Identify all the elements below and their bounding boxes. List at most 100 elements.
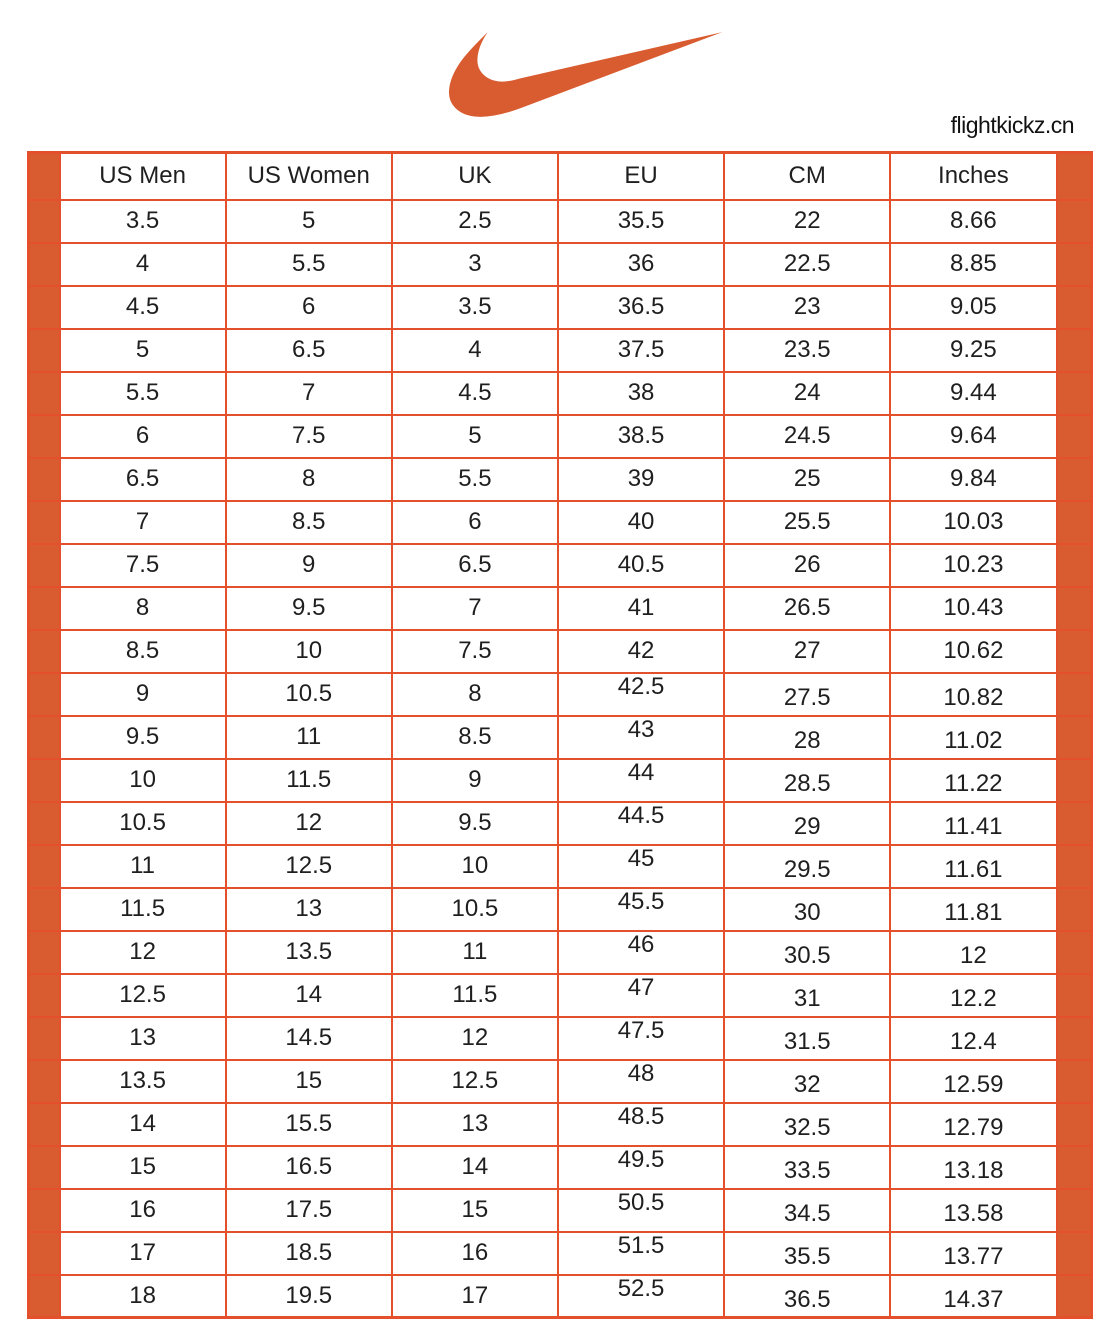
size-cell: 14.5 [224,1015,393,1061]
size-cell: 3 [390,241,559,287]
size-cell: 7.5 [390,628,559,674]
size-cell: 10.82 [889,671,1058,717]
size-cell: 32.5 [723,1101,892,1147]
size-cell: 46 [556,929,726,975]
size-cell: 8.5 [224,499,393,545]
accent-bar-cell [27,1058,61,1104]
accent-bar-cell [27,886,61,932]
accent-bar-cell [27,327,61,373]
accent-bar-cell [1055,1101,1093,1147]
size-cell: 23.5 [723,327,892,373]
size-cell: 49.5 [556,1144,726,1190]
size-cell: 17.5 [224,1187,393,1233]
size-cell: 32 [723,1058,892,1104]
accent-bar-cell [27,1187,61,1233]
size-cell: 16 [390,1230,559,1276]
size-cell: 5 [224,198,393,244]
accent-bar-cell [1055,456,1093,502]
accent-bar-cell [1055,1058,1093,1104]
size-cell: 10.5 [224,671,393,717]
size-cell: 12 [224,800,393,846]
column-header: US Men [58,151,227,201]
size-cell: 9 [58,671,227,717]
size-cell: 26 [723,542,892,588]
accent-bar-cell [1055,151,1093,201]
size-cell: 12.4 [889,1015,1058,1061]
accent-bar-cell [1055,714,1093,760]
size-cell: 28 [723,714,892,760]
size-cell: 8.85 [889,241,1058,287]
size-cell: 6.5 [58,456,227,502]
size-cell: 30.5 [723,929,892,975]
table-row: 7 8.5 6 40 25.5 10.03 [27,499,1093,545]
size-cell: 29.5 [723,843,892,889]
size-cell: 3.5 [390,284,559,330]
size-cell: 7 [58,499,227,545]
size-cell: 10.23 [889,542,1058,588]
size-cell: 6.5 [390,542,559,588]
size-cell: 10.5 [58,800,227,846]
size-cell: 10 [390,843,559,889]
size-cell: 39 [556,456,726,502]
table-row: 13 14.5 12 47.5 31.5 12.4 [27,1015,1093,1061]
size-cell: 12 [390,1015,559,1061]
accent-bar-cell [27,413,61,459]
size-cell: 42.5 [556,671,726,717]
nike-logo [449,18,724,131]
size-cell: 52.5 [556,1273,726,1319]
size-cell: 8 [224,456,393,502]
accent-bar-cell [1055,671,1093,717]
size-cell: 29 [723,800,892,846]
size-cell: 10.62 [889,628,1058,674]
size-cell: 16 [58,1187,227,1233]
size-cell: 11 [58,843,227,889]
size-cell: 35.5 [723,1230,892,1276]
accent-bar-cell [1055,929,1093,975]
size-cell: 7 [224,370,393,416]
size-cell: 35.5 [556,198,726,244]
size-cell: 13 [224,886,393,932]
accent-bar-cell [1055,1230,1093,1276]
size-cell: 48.5 [556,1101,726,1147]
size-cell: 12.59 [889,1058,1058,1104]
size-cell: 11.41 [889,800,1058,846]
accent-bar-cell [1055,327,1093,373]
size-cell: 13.58 [889,1187,1058,1233]
size-cell: 12 [58,929,227,975]
size-cell: 18 [58,1273,227,1319]
table-row: 9 10.5 8 42.5 27.5 10.82 [27,671,1093,717]
size-cell: 15 [58,1144,227,1190]
accent-bar-cell [27,714,61,760]
table-row: 5.5 7 4.5 38 24 9.44 [27,370,1093,416]
size-cell: 4.5 [390,370,559,416]
column-header: EU [556,151,726,201]
accent-bar-cell [1055,241,1093,287]
size-cell: 11.22 [889,757,1058,803]
size-cell: 11.5 [224,757,393,803]
size-cell: 34.5 [723,1187,892,1233]
accent-bar-cell [27,800,61,846]
size-cell: 47.5 [556,1015,726,1061]
size-cell: 27 [723,628,892,674]
size-cell: 42 [556,628,726,674]
accent-bar-cell [1055,499,1093,545]
size-cell: 8 [390,671,559,717]
size-cell: 5.5 [58,370,227,416]
accent-bar-cell [27,198,61,244]
size-cell: 51.5 [556,1230,726,1276]
size-cell: 36.5 [556,284,726,330]
size-cell: 12.5 [58,972,227,1018]
size-cell: 44.5 [556,800,726,846]
accent-bar-cell [27,542,61,588]
size-cell: 22 [723,198,892,244]
size-cell: 14 [58,1101,227,1147]
accent-bar-cell [27,972,61,1018]
size-cell: 6.5 [224,327,393,373]
table-row: 18 19.5 17 52.5 36.5 14.37 [27,1273,1093,1319]
accent-bar-cell [1055,1015,1093,1061]
size-cell: 9.5 [224,585,393,631]
size-cell: 12.2 [889,972,1058,1018]
size-cell: 10 [224,628,393,674]
size-cell: 2.5 [390,198,559,244]
